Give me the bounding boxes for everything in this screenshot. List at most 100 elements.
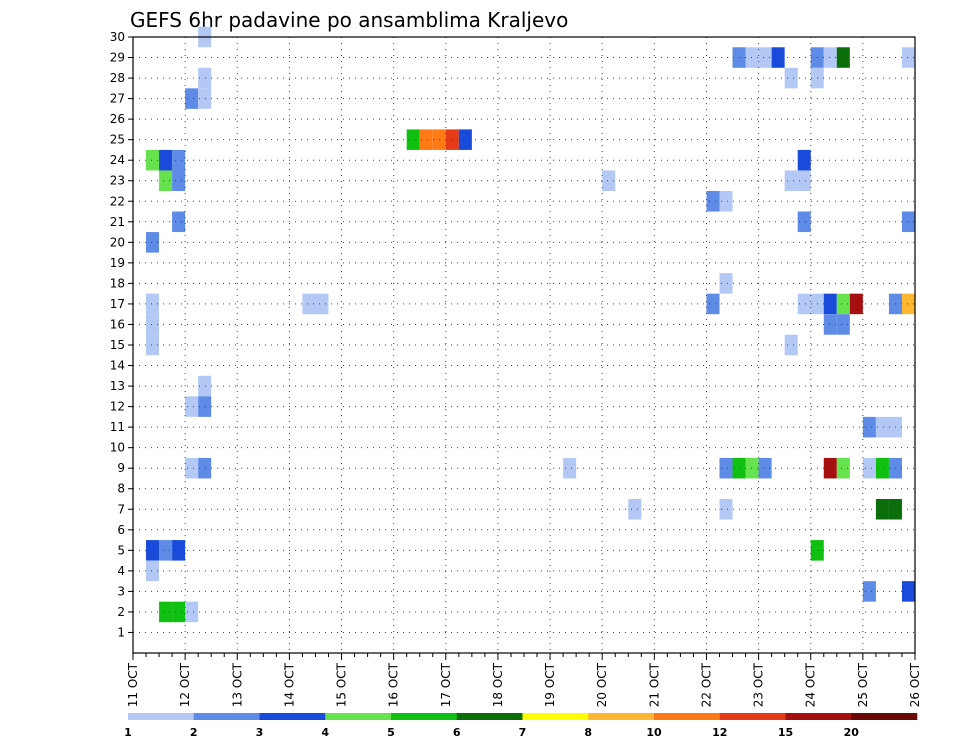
y-tick-label: 25 (110, 133, 125, 147)
x-tick-label: 12 OCT (178, 662, 192, 707)
heatmap-cell (719, 273, 733, 294)
y-tick-label: 21 (110, 215, 125, 229)
colorbar-label: 7 (519, 726, 527, 739)
heatmap-cell (146, 293, 160, 315)
y-tick-label: 11 (110, 420, 125, 434)
heatmap-cell (719, 499, 733, 520)
x-tick-label: 18 OCT (491, 662, 505, 707)
heatmap-cell (758, 47, 772, 68)
heatmap-cell (628, 499, 642, 520)
colorbar-swatch (588, 713, 655, 720)
colorbar-label: 5 (387, 726, 395, 739)
heatmap-cell (771, 47, 785, 68)
x-tick-label: 19 OCT (543, 662, 557, 707)
colorbar-label: 10 (646, 726, 662, 739)
x-tick-label: 20 OCT (595, 662, 609, 707)
heatmap-cell (445, 129, 459, 150)
colorbar-label: 2 (190, 726, 198, 739)
heatmap-cell (797, 149, 811, 171)
y-tick-label: 30 (110, 30, 125, 44)
y-tick-label: 10 (110, 441, 125, 455)
heatmap-cell (198, 67, 212, 89)
colorbar-label: 20 (844, 726, 860, 739)
heatmap-cell (706, 293, 720, 315)
heatmap-cell (745, 457, 759, 479)
heatmap-cell (146, 560, 160, 582)
heatmap-cell (784, 170, 798, 191)
colorbar-swatch (719, 713, 786, 720)
heatmap-cell (875, 499, 889, 520)
colorbar-swatch (851, 713, 918, 720)
colorbar-label: 15 (778, 726, 793, 739)
heatmap-cell (602, 170, 616, 191)
y-tick-label: 1 (117, 625, 125, 639)
colorbar-swatch (785, 713, 852, 720)
y-tick-label: 27 (110, 92, 125, 106)
x-tick-label: 16 OCT (387, 662, 401, 707)
colorbar-swatch (654, 713, 721, 720)
y-tick-label: 24 (110, 153, 125, 167)
colorbar-swatch (456, 713, 523, 720)
heatmap-cell (172, 211, 186, 233)
y-tick-label: 26 (110, 112, 125, 126)
colorbar-label: 3 (256, 726, 264, 739)
x-tick-label: 23 OCT (752, 662, 766, 707)
heatmap-cell (797, 211, 811, 233)
x-tick-label: 13 OCT (230, 662, 244, 707)
colorbar-label: 4 (321, 726, 329, 739)
heatmap-cell (745, 47, 759, 68)
heatmap-cell (185, 601, 199, 623)
heatmap-cell (159, 170, 173, 191)
x-tick-label: 22 OCT (700, 662, 714, 707)
colorbar-label: 1 (124, 726, 132, 739)
y-tick-label: 19 (110, 256, 125, 270)
heatmap-cell (185, 88, 199, 109)
colorbar-swatch (193, 713, 260, 720)
x-tick-label: 17 OCT (439, 662, 453, 707)
x-tick-label: 11 OCT (126, 662, 140, 707)
heatmap-cell (146, 149, 160, 171)
x-tick-label: 26 OCT (908, 662, 922, 707)
colorbar-label: 6 (453, 726, 461, 739)
heatmap-cell (419, 129, 433, 150)
colorbar-swatch (522, 713, 589, 720)
heatmap-cell (862, 457, 876, 479)
heatmap-cell (823, 457, 837, 479)
heatmap-cell (823, 293, 837, 315)
heatmap-cell (862, 416, 876, 438)
heatmap-cell (901, 47, 915, 68)
colorbar-swatch (325, 713, 392, 720)
heatmap-cell (406, 129, 420, 150)
heatmap-cell (758, 457, 772, 479)
heatmap-cell (302, 293, 316, 315)
heatmap-cell (836, 457, 850, 479)
heatmap-cell (172, 540, 186, 561)
y-tick-label: 6 (117, 523, 125, 537)
chart-title: GEFS 6hr padavine po ansamblima Kraljevo (130, 8, 568, 32)
colorbar: 1 2 3 4 5 6 7 8 10 12 15 20 (124, 713, 918, 739)
heatmap-cell (159, 601, 173, 623)
x-tick-label: 25 OCT (856, 662, 870, 707)
heatmap-cell (836, 314, 850, 335)
y-tick-label: 16 (110, 317, 125, 331)
heatmap-cell (198, 396, 212, 417)
y-tick-label: 18 (110, 276, 125, 290)
heatmap-cells (146, 26, 915, 623)
heatmap-cell (146, 540, 160, 561)
heatmap-cell (784, 334, 798, 356)
heatmap-cell (836, 293, 850, 315)
y-tick-label: 12 (110, 400, 125, 414)
y-tick-label: 22 (110, 194, 125, 208)
y-tick-label: 2 (117, 605, 125, 619)
heatmap-cell (823, 314, 837, 335)
heatmap-cell (862, 581, 876, 602)
heatmap-cell (146, 232, 160, 253)
heatmap-cell (823, 47, 837, 68)
y-tick-label: 13 (110, 379, 125, 393)
y-tick-label: 4 (117, 564, 125, 578)
y-tick-label: 17 (110, 297, 125, 311)
colorbar-swatch (128, 713, 195, 720)
y-tick-label: 14 (110, 359, 125, 373)
heatmap-cell (563, 457, 577, 479)
y-tick-label: 9 (117, 461, 125, 475)
